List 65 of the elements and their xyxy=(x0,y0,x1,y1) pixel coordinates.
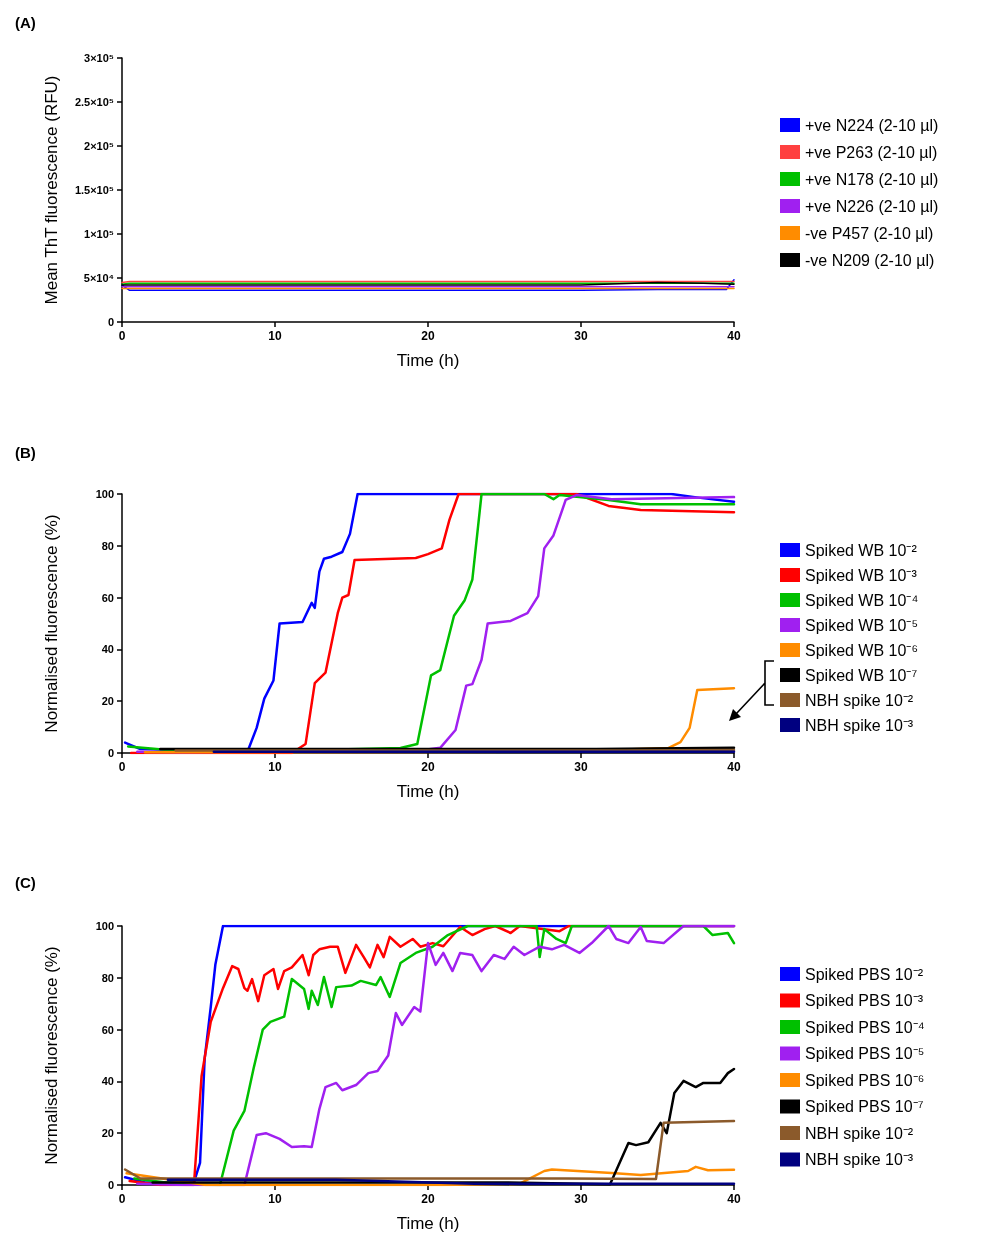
y-axis-title: Normalised fluorescence (%) xyxy=(42,514,61,733)
x-tick-label: 10 xyxy=(268,760,282,774)
y-tick-label: 1×10⁵ xyxy=(84,228,114,240)
x-tick-label: 20 xyxy=(421,760,435,774)
legend-label: -ve P457 (2-10 µl) xyxy=(805,224,934,242)
y-axis-title: Mean ThT fluorescence (RFU) xyxy=(42,75,61,305)
legend-label: Spiked PBS 10⁻⁴ xyxy=(805,1018,925,1036)
x-tick-label: 40 xyxy=(727,329,741,343)
x-tick-label: 30 xyxy=(574,760,588,774)
x-tick-label: 0 xyxy=(118,760,126,774)
chart-title: (C) xyxy=(15,874,36,891)
y-tick-label: 100 xyxy=(95,488,114,500)
y-tick-label: 2×10⁵ xyxy=(84,140,114,152)
y-axis-title: Normalised fluorescence (%) xyxy=(42,946,61,1165)
x-tick-label: 40 xyxy=(727,1192,741,1206)
x-tick-label: 40 xyxy=(727,760,741,774)
x-tick-label: 30 xyxy=(574,329,588,343)
y-tick-label: 20 xyxy=(101,695,114,708)
legend-label: Spiked PBS 10⁻⁵ xyxy=(805,1045,925,1062)
x-tick-label: 30 xyxy=(574,1192,588,1206)
legend-label: NBH spike 10⁻³ xyxy=(805,1151,914,1168)
y-tick-label: 40 xyxy=(101,643,114,656)
legend-label: Spiked WB 10⁻³ xyxy=(805,566,918,584)
legend-label: Spiked WB 10⁻⁷ xyxy=(805,666,918,684)
y-tick-label: 60 xyxy=(101,591,114,604)
y-tick-label: 20 xyxy=(101,1127,114,1140)
y-tick-label: 80 xyxy=(101,539,114,552)
y-tick-label: 5×10⁴ xyxy=(83,272,114,284)
x-tick-label: 0 xyxy=(118,1192,126,1206)
legend-label: Spiked WB 10⁻⁶ xyxy=(805,641,918,659)
y-tick-label: 3×10⁵ xyxy=(84,52,114,64)
x-tick-label: 0 xyxy=(118,329,126,343)
legend-label: +ve N226 (2-10 µl) xyxy=(805,197,939,215)
legend-label: Spiked WB 10⁻⁴ xyxy=(805,591,919,609)
x-axis-title: Time (h) xyxy=(396,1214,460,1233)
y-tick-label: 0 xyxy=(107,316,114,328)
legend-label: NBH spike 10⁻³ xyxy=(805,716,914,734)
x-axis-title: Time (h) xyxy=(396,351,460,370)
legend-label: Spiked PBS 10⁻³ xyxy=(805,992,924,1009)
legend-label: NBH spike 10⁻² xyxy=(805,691,914,709)
chart-title: (A) xyxy=(15,14,36,31)
legend-label: Spiked PBS 10⁻² xyxy=(805,965,924,983)
legend-label: +ve P263 (2-10 µl) xyxy=(805,143,938,161)
y-tick-label: 60 xyxy=(101,1023,114,1036)
y-tick-label: 40 xyxy=(101,1075,114,1088)
legend-label: Spiked WB 10⁻² xyxy=(805,541,918,559)
legend-label: -ve N209 (2-10 µl) xyxy=(805,251,935,269)
chart-title: (B) xyxy=(15,444,36,461)
y-tick-label: 100 xyxy=(95,920,114,932)
legend-label: Spiked WB 10⁻⁵ xyxy=(805,616,919,634)
x-tick-label: 20 xyxy=(421,1192,435,1206)
y-tick-label: 0 xyxy=(107,1179,114,1191)
y-tick-label: 1.5×10⁵ xyxy=(74,184,114,196)
x-tick-label: 10 xyxy=(268,1192,282,1206)
y-tick-label: 80 xyxy=(101,971,114,984)
legend-label: Spiked PBS 10⁻⁷ xyxy=(805,1098,924,1115)
y-tick-label: 2.5×10⁵ xyxy=(74,96,114,108)
x-tick-label: 20 xyxy=(421,329,435,343)
x-tick-label: 10 xyxy=(268,329,282,343)
legend-label: +ve N178 (2-10 µl) xyxy=(805,170,939,188)
legend-label: NBH spike 10⁻² xyxy=(805,1124,914,1142)
legend-label: +ve N224 (2-10 µl) xyxy=(805,116,939,134)
x-axis-title: Time (h) xyxy=(396,782,460,801)
y-tick-label: 0 xyxy=(107,747,114,759)
legend-label: Spiked PBS 10⁻⁶ xyxy=(805,1071,925,1089)
